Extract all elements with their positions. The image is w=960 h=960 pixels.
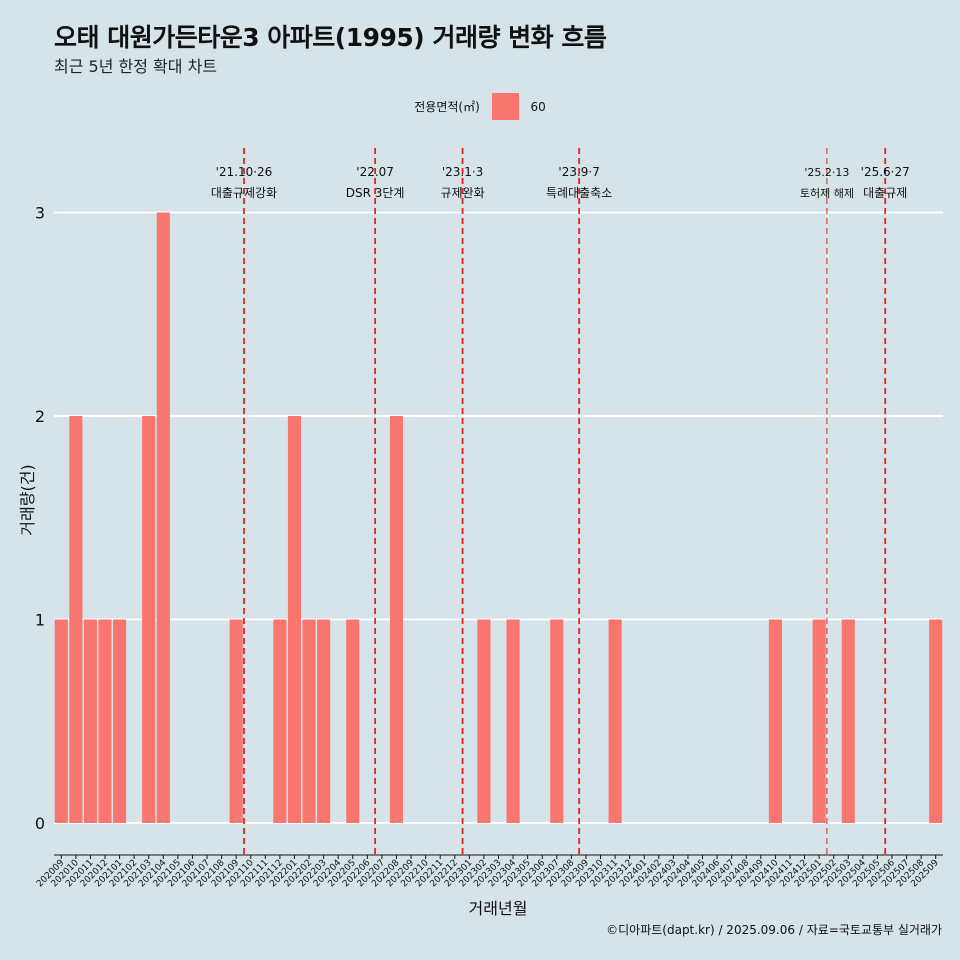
bar [287,416,302,823]
event-label: 특례대출축소 [546,186,612,200]
event-date: '25.2·13 [804,166,849,179]
y-tick-label: 1 [35,611,45,630]
event-date: '25.6·27 [861,165,910,179]
bar [346,619,360,823]
bar [768,619,782,823]
bar [317,619,331,823]
bar [841,619,855,823]
chart-title: 오태 대원가든타운3 아파트(1995) 거래량 변화 흐름 [54,23,607,52]
y-tick-label: 3 [35,204,45,223]
bar [302,619,316,823]
bar [54,619,68,823]
event-date: '23.1·3 [442,165,483,179]
event-date: '21.10·26 [216,165,273,179]
event-date: '23.9·7 [558,165,599,179]
event-label: DSR 3단계 [346,186,405,200]
y-tick-label: 2 [35,407,45,426]
legend: 전용면적(㎡) 60 [0,93,960,120]
grid-lines [54,211,943,824]
legend-swatch [491,93,519,120]
bar [98,619,112,823]
chart-subtitle: 최근 5년 한정 확대 차트 [54,57,218,76]
legend-title: 전용면적(㎡) [414,100,480,114]
legend-label: 60 [530,99,546,114]
bar [156,212,170,823]
bar [550,619,564,823]
bar [812,619,826,823]
source-caption: ©디아파트(dapt.kr) / 2025.09.06 / 자료=국토교통부 실… [606,923,942,937]
bar [929,619,943,823]
event-label: 규제완화 [440,186,484,200]
bar [113,619,127,823]
y-axis-label: 거래량(건) [18,464,37,535]
y-tick-label: 0 [35,814,45,833]
event-date: '22.07 [356,165,394,179]
bar [229,619,243,823]
bar [142,416,156,823]
event-label: 토허제 해제 [800,186,854,200]
bar [608,619,622,823]
x-axis-label: 거래년월 [469,899,528,918]
bar [83,619,97,823]
bar [389,416,404,823]
bar [506,619,520,823]
event-label: 대출규제 [863,186,907,200]
event-markers: '21.10·26 대출규제강화 '22.07 DSR 3단계 '23.1·3 규제완화 '… [211,148,910,855]
x-axis: 2020092020102020112020122021012021022021… [35,854,943,889]
event-label: 대출규제강화 [211,186,277,200]
bar [273,619,287,823]
bars [54,212,943,823]
bar [69,416,83,823]
bar [477,619,491,823]
y-axis-ticks: 0 1 2 3 [35,204,45,834]
